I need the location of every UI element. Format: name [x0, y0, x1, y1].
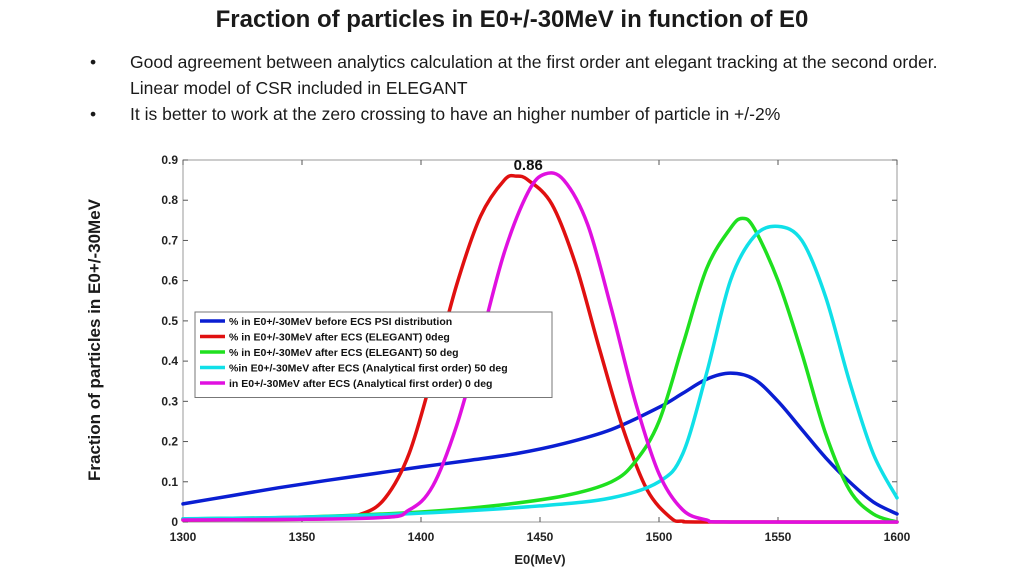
bullet-item: • Good agreement between analytics calcu… [88, 49, 988, 101]
peak-annotation: 0.86 [514, 157, 543, 174]
y-tick-label: 0.4 [161, 354, 178, 368]
series-line [181, 171, 899, 524]
x-tick-label: 1550 [765, 530, 792, 544]
legend-label: in E0+/-30MeV after ECS (Analytical firs… [229, 378, 492, 390]
x-tick-label: 1350 [289, 530, 316, 544]
series-line [181, 371, 899, 516]
legend-label: % in E0+/-30MeV after ECS (ELEGANT) 0deg [229, 332, 450, 344]
y-tick-label: 0.2 [161, 435, 178, 449]
legend-label: %in E0+/-30MeV after ECS (Analytical fir… [229, 363, 508, 375]
x-tick-label: 1500 [646, 530, 673, 544]
y-tick-label: 0.3 [161, 394, 178, 408]
bullet-marker: • [90, 52, 97, 72]
bullet-list: • Good agreement between analytics calcu… [88, 49, 988, 127]
series-line [181, 224, 899, 521]
y-tick-label: 0.8 [161, 193, 178, 207]
slide-title: Fraction of particles in E0+/-30MeV in f… [215, 6, 809, 33]
bullet-text: Good agreement between analytics calcula… [130, 52, 938, 98]
y-tick-label: 0 [171, 515, 178, 529]
x-tick-label: 1600 [884, 530, 911, 544]
legend-label: % in E0+/-30MeV before ECS PSI distribut… [229, 316, 452, 328]
legend-box [194, 311, 553, 398]
y-tick-label: 0.1 [161, 475, 178, 489]
y-tick-label: 0.6 [161, 274, 178, 288]
y-tick-label: 0.7 [161, 233, 178, 247]
series-line [181, 216, 899, 524]
y-tick-label: 0.5 [161, 314, 178, 328]
x-tick-label: 1300 [170, 530, 197, 544]
x-tick-label: 1400 [408, 530, 435, 544]
x-tick-label: 1450 [527, 530, 554, 544]
y-tick-label: 0.9 [161, 153, 178, 167]
x-axis-title: E0(MeV) [514, 552, 565, 567]
series-line [181, 173, 899, 524]
bullet-text: It is better to work at the zero crossin… [130, 104, 781, 124]
bullet-marker: • [90, 104, 97, 124]
bullet-item: • It is better to work at the zero cross… [88, 101, 988, 127]
legend-label: % in E0+/-30MeV after ECS (ELEGANT) 50 d… [229, 347, 459, 359]
